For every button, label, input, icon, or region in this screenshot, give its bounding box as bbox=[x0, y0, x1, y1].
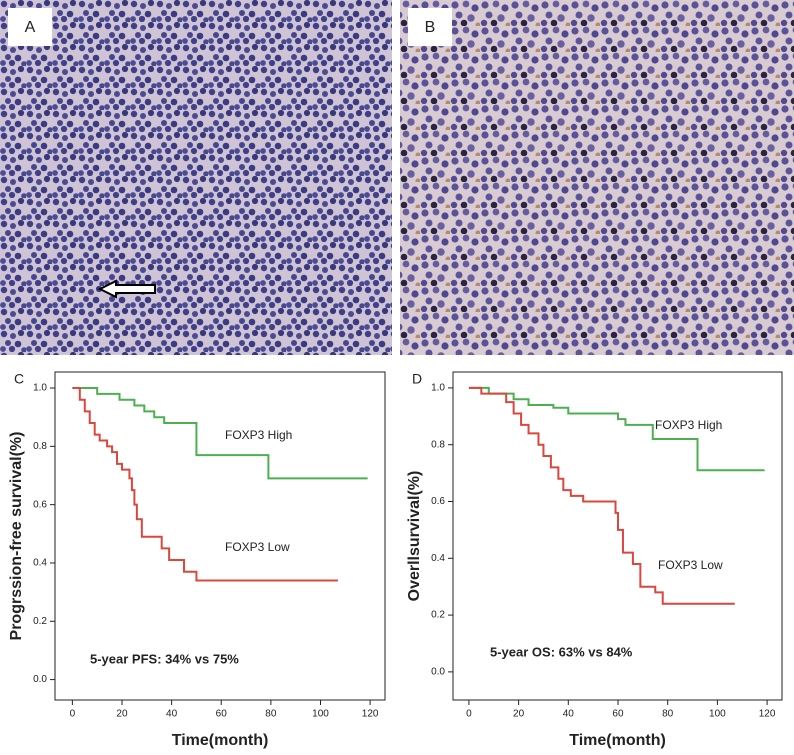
series-label: FOXP3 Low bbox=[658, 558, 723, 572]
y-tick-label: 0.0 bbox=[33, 674, 47, 685]
x-tick-label: 100 bbox=[312, 709, 329, 720]
annotation: 5-year OS: 63% vs 84% bbox=[490, 644, 633, 659]
x-tick-label: 40 bbox=[563, 709, 575, 720]
x-tick-label: 0 bbox=[70, 709, 76, 720]
series-label: FOXP3 Low bbox=[225, 540, 290, 554]
plot-frame bbox=[54, 371, 386, 701]
panel-label: C bbox=[14, 371, 24, 387]
panel-label: B bbox=[425, 19, 436, 36]
y-tick-label: 0.4 bbox=[33, 558, 47, 569]
panel-label-box bbox=[406, 370, 430, 392]
panel-label: A bbox=[25, 19, 36, 36]
micrograph-b: B bbox=[400, 0, 794, 355]
y-tick-label: 0.2 bbox=[431, 610, 445, 621]
y-tick-label: 0.8 bbox=[431, 439, 445, 450]
survival-curve bbox=[72, 387, 368, 480]
x-tick-label: 0 bbox=[466, 709, 472, 720]
survival-curve bbox=[468, 386, 735, 605]
x-tick-label: 80 bbox=[662, 709, 674, 720]
survival-curve bbox=[72, 387, 338, 582]
panel-label: D bbox=[412, 371, 422, 387]
x-tick-label: 120 bbox=[759, 709, 776, 720]
x-tick-label: 100 bbox=[709, 709, 726, 720]
x-tick-label: 120 bbox=[362, 709, 379, 720]
x-tick-label: 20 bbox=[513, 709, 525, 720]
micrograph-a: A bbox=[0, 0, 392, 355]
panel-label-box bbox=[8, 370, 32, 392]
x-tick-label: 60 bbox=[216, 709, 228, 720]
x-axis-label: Time(month) bbox=[172, 732, 269, 749]
y-tick-label: 0.6 bbox=[431, 496, 445, 507]
x-tick-label: 20 bbox=[116, 709, 128, 720]
series-label: FOXP3 High bbox=[655, 418, 722, 432]
annotation: 5-year PFS: 34% vs 75% bbox=[90, 651, 239, 666]
y-tick-label: 0.2 bbox=[33, 616, 47, 627]
x-axis-label: Time(month) bbox=[569, 732, 666, 749]
y-tick-label: 0.0 bbox=[431, 667, 445, 678]
y-axis-label: Progrssion-free survival(%) bbox=[8, 432, 25, 641]
y-axis-label: Overllsurvival(%) bbox=[406, 471, 423, 602]
x-tick-label: 80 bbox=[265, 709, 277, 720]
x-tick-label: 40 bbox=[166, 709, 178, 720]
y-tick-label: 0.4 bbox=[431, 553, 445, 564]
y-tick-label: 1.0 bbox=[431, 383, 445, 394]
survival-curve bbox=[468, 386, 765, 472]
y-tick-label: 0.6 bbox=[33, 499, 47, 510]
x-tick-label: 60 bbox=[612, 709, 624, 720]
y-tick-label: 0.8 bbox=[33, 441, 47, 452]
series-label: FOXP3 High bbox=[225, 428, 292, 442]
y-tick-label: 1.0 bbox=[33, 383, 47, 394]
